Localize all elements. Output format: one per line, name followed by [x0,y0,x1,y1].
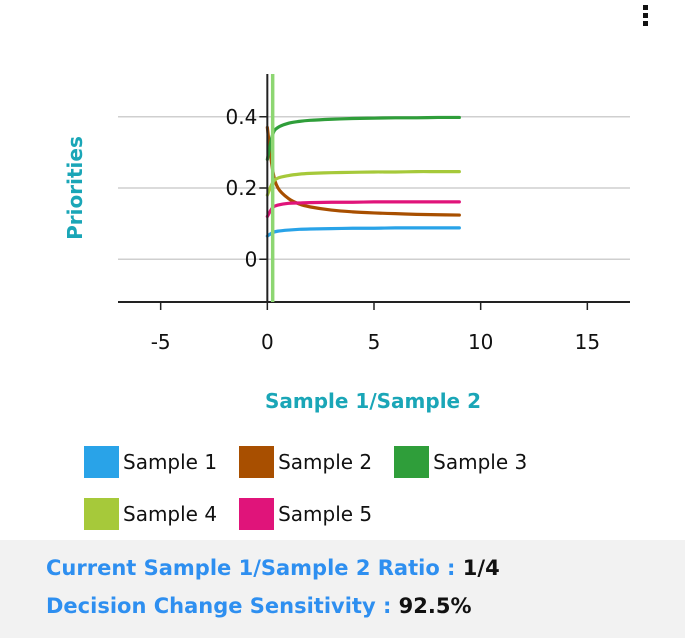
sensitivity-summary-panel: Current Sample 1/Sample 2 Ratio : 1/4 De… [0,540,685,638]
series-line-sample-4 [265,169,461,197]
sensitivity-value: 92.5% [398,594,472,618]
series-line-sample-5 [265,200,461,219]
dot [642,20,648,26]
dot [642,4,648,10]
x-axis-title: Sample 1/Sample 2 [265,389,481,413]
x-tick-label: -5 [151,330,171,354]
legend-label: Sample 5 [278,502,373,526]
legend-swatch [239,446,275,478]
legend-swatch [84,446,119,478]
legend-item: Sample 5 [239,498,372,530]
legend-swatch [394,446,430,478]
legend-swatch [239,498,275,530]
legend-label: Sample 1 [123,450,218,474]
legend-item: Sample 3 [394,446,527,478]
more-options-icon[interactable] [636,0,654,30]
axis-layer: 0 0.2 0.4 -5 0 5 10 15 [118,74,630,354]
x-tick-label: 5 [368,330,381,354]
legend-item: Sample 4 [84,498,217,530]
legend-item: Sample 1 [84,446,217,478]
legend-swatch [84,498,119,530]
grid-layer [118,116,630,260]
x-tick-label: 15 [575,330,600,354]
x-tick-label: 0 [261,330,274,354]
sensitivity-row: Decision Change Sensitivity : 92.5% [46,594,472,618]
series-line-sample-1 [265,226,461,238]
series-line-sample-3 [265,115,461,162]
y-tick-label: 0 [245,247,258,271]
sensitivity-chart: 0 0.2 0.4 -5 0 5 10 15 Priorities Sample 1/Samp… [63,74,630,413]
series-layer [265,115,461,238]
legend-label: Sample 2 [278,450,373,474]
sensitivity-label: Decision Change Sensitivity : [46,594,399,618]
y-tick-label: 0.4 [226,105,258,129]
x-tick-label: 10 [468,330,493,354]
dot [642,12,648,18]
y-axis-title: Priorities [63,136,87,240]
legend-label: Sample 3 [433,450,528,474]
series-line-sample-2 [265,125,461,217]
legend-label: Sample 4 [123,502,218,526]
y-tick-label: 0.2 [226,176,258,200]
legend-item: Sample 2 [239,446,372,478]
chart-legend: Sample 1 Sample 2 Sample 3 Sample 4 Sample 5 [84,446,604,530]
ratio-label: Current Sample 1/Sample 2 Ratio : [46,556,463,580]
ratio-value: 1/4 [462,556,500,580]
ratio-row: Current Sample 1/Sample 2 Ratio : 1/4 [46,556,500,580]
